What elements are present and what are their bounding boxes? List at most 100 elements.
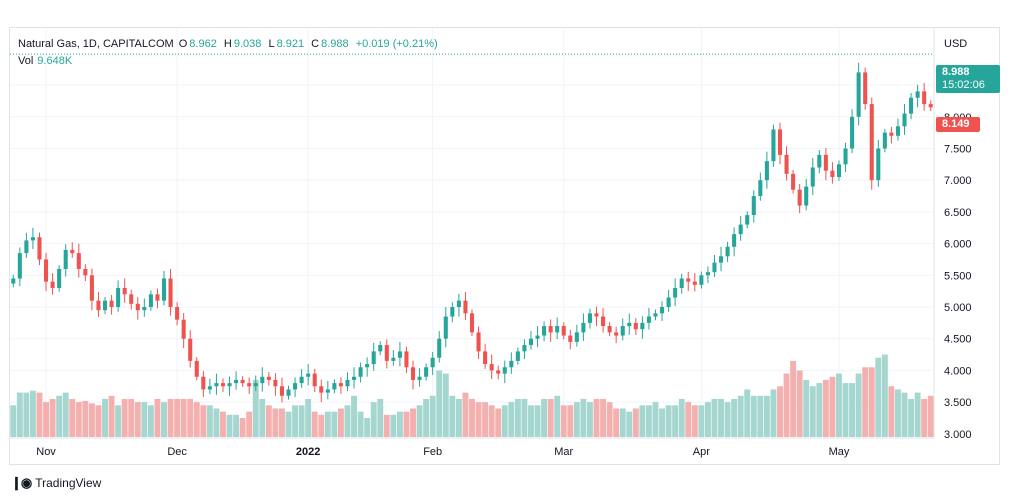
candle-body bbox=[253, 383, 258, 387]
candle-body bbox=[712, 262, 717, 273]
candle-body bbox=[463, 300, 468, 314]
price-tick-label: 5.000 bbox=[944, 302, 972, 314]
volume-bar bbox=[239, 417, 246, 437]
candle-body bbox=[830, 170, 835, 178]
volume-bar bbox=[711, 398, 718, 437]
candle-body bbox=[227, 383, 232, 387]
volume-bar bbox=[213, 408, 220, 437]
volume-bar bbox=[790, 360, 797, 437]
candle-body bbox=[614, 332, 619, 336]
open-value: 8.962 bbox=[189, 38, 217, 50]
candle-body bbox=[286, 389, 291, 396]
volume-bar bbox=[580, 398, 587, 437]
candle-body bbox=[771, 129, 776, 162]
volume-bar bbox=[233, 414, 240, 437]
candle-body bbox=[633, 322, 638, 330]
open-label: O bbox=[178, 38, 188, 50]
candle-body bbox=[424, 367, 429, 377]
candle-body bbox=[352, 376, 357, 380]
volume-bar bbox=[449, 395, 456, 437]
volume-bar bbox=[469, 398, 475, 437]
candle-body bbox=[804, 186, 809, 206]
candle-body bbox=[181, 319, 186, 339]
candle-body bbox=[116, 287, 121, 308]
price-tick-label: 7.000 bbox=[944, 175, 972, 187]
volume-bar bbox=[95, 405, 102, 437]
candle-body bbox=[247, 383, 252, 387]
volume-bar bbox=[115, 405, 122, 437]
volume-bar bbox=[187, 398, 194, 437]
candle-body bbox=[148, 294, 153, 308]
volume-bar bbox=[10, 405, 17, 437]
volume-bar bbox=[128, 398, 135, 437]
volume-bar bbox=[842, 383, 849, 437]
candle-body bbox=[155, 294, 160, 301]
volume-bar bbox=[495, 408, 502, 437]
volume-bar bbox=[914, 392, 921, 437]
volume-bar bbox=[62, 392, 69, 437]
volume-bar bbox=[619, 408, 626, 437]
candle-body bbox=[220, 383, 226, 387]
volume-bar bbox=[403, 411, 410, 437]
candle-body bbox=[11, 278, 16, 284]
volume-bar bbox=[613, 408, 620, 437]
volume-bar bbox=[678, 398, 685, 437]
candle-body bbox=[430, 357, 435, 368]
candle-body bbox=[751, 196, 756, 216]
currency-label[interactable]: USD bbox=[944, 38, 968, 50]
volume-bar bbox=[121, 398, 128, 437]
volume-bar bbox=[69, 398, 76, 437]
volume-bar bbox=[593, 398, 600, 437]
volume-bar bbox=[279, 408, 285, 437]
volume-bar bbox=[475, 402, 482, 437]
volume-bar bbox=[416, 405, 423, 437]
candle-body bbox=[175, 307, 180, 320]
candle-body bbox=[109, 300, 114, 308]
candle-body bbox=[646, 316, 651, 323]
candle-body bbox=[371, 351, 376, 365]
candle-body bbox=[732, 234, 737, 247]
volume-bar bbox=[704, 402, 711, 437]
tradingview-brand[interactable]: ❙◉ TradingView bbox=[11, 475, 101, 491]
price-tick-label: 3.500 bbox=[944, 397, 972, 409]
volume-bar bbox=[344, 405, 351, 437]
candle-body bbox=[102, 300, 108, 311]
candle-body bbox=[456, 300, 461, 308]
crosshair-price-tag: 8.149 bbox=[936, 117, 980, 132]
candle-body bbox=[30, 237, 35, 241]
candle-body bbox=[640, 322, 645, 330]
volume-bar bbox=[796, 370, 803, 437]
volume-bar bbox=[102, 398, 108, 437]
candle-body bbox=[548, 326, 553, 333]
candle-body bbox=[443, 316, 448, 339]
volume-bar bbox=[718, 398, 724, 437]
volume-bar bbox=[82, 400, 89, 437]
candle-body bbox=[784, 154, 789, 174]
candle-body bbox=[909, 97, 914, 114]
volume-bar bbox=[560, 405, 567, 437]
volume-bar bbox=[770, 389, 777, 437]
candle-body bbox=[542, 326, 547, 336]
volume-bar bbox=[167, 398, 174, 437]
volume-bar bbox=[672, 405, 679, 437]
volume-bar bbox=[829, 376, 836, 437]
price-tick-label: 6.000 bbox=[944, 239, 972, 251]
candle-body bbox=[915, 91, 920, 98]
candle-body bbox=[738, 224, 743, 235]
candle-body bbox=[44, 259, 49, 282]
candle-body bbox=[856, 72, 861, 117]
volume-bar bbox=[763, 395, 770, 437]
volume-bar bbox=[836, 373, 842, 437]
volume-bar bbox=[43, 402, 49, 437]
volume-bar bbox=[803, 379, 810, 437]
candle-body bbox=[587, 313, 592, 323]
candle-body bbox=[168, 278, 173, 308]
volume-bar bbox=[220, 411, 226, 437]
volume-bar bbox=[108, 395, 115, 437]
candle-body bbox=[515, 351, 520, 361]
price-tick-label: 4.000 bbox=[944, 365, 972, 377]
volume-bar bbox=[855, 373, 862, 437]
volume-bar bbox=[757, 395, 764, 437]
volume-bar bbox=[895, 389, 901, 437]
